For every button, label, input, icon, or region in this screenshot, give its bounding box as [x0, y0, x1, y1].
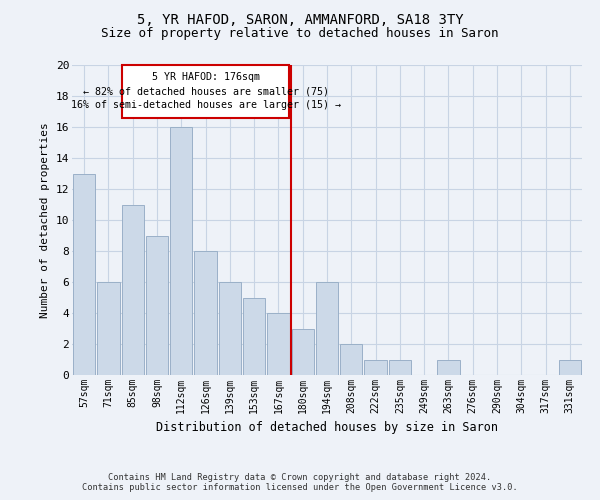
Bar — [364, 360, 387, 375]
Bar — [267, 313, 290, 375]
Bar — [122, 65, 289, 118]
X-axis label: Distribution of detached houses by size in Saron: Distribution of detached houses by size … — [156, 422, 498, 434]
Text: 5, YR HAFOD, SARON, AMMANFORD, SA18 3TY: 5, YR HAFOD, SARON, AMMANFORD, SA18 3TY — [137, 12, 463, 26]
Bar — [559, 360, 581, 375]
Text: Size of property relative to detached houses in Saron: Size of property relative to detached ho… — [101, 28, 499, 40]
Bar — [437, 360, 460, 375]
Bar — [194, 251, 217, 375]
Text: Contains HM Land Registry data © Crown copyright and database right 2024.
Contai: Contains HM Land Registry data © Crown c… — [82, 473, 518, 492]
Bar — [122, 204, 144, 375]
Text: 5 YR HAFOD: 176sqm
← 82% of detached houses are smaller (75)
16% of semi-detache: 5 YR HAFOD: 176sqm ← 82% of detached hou… — [71, 72, 341, 110]
Bar — [316, 282, 338, 375]
Bar — [243, 298, 265, 375]
Bar — [292, 328, 314, 375]
Bar — [218, 282, 241, 375]
Bar — [146, 236, 168, 375]
Bar — [73, 174, 95, 375]
Bar — [389, 360, 411, 375]
Y-axis label: Number of detached properties: Number of detached properties — [40, 122, 50, 318]
Bar — [170, 127, 193, 375]
Bar — [97, 282, 119, 375]
Bar — [340, 344, 362, 375]
